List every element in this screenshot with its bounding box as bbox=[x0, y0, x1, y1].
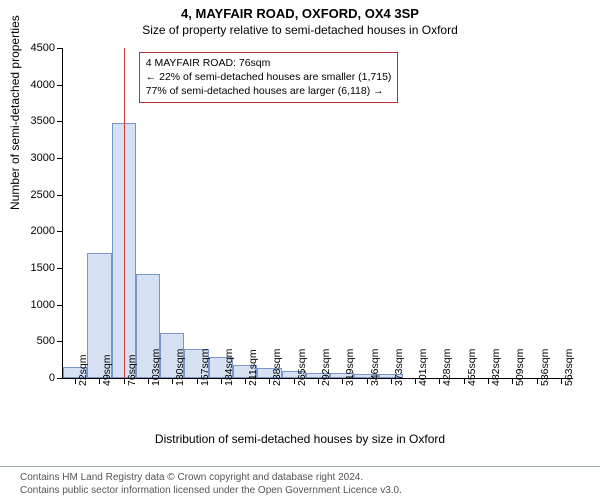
y-tick-label: 4000 bbox=[31, 79, 63, 91]
footer-attribution: Contains HM Land Registry data © Crown c… bbox=[0, 466, 600, 500]
page-title: 4, MAYFAIR ROAD, OXFORD, OX4 3SP bbox=[0, 0, 600, 21]
x-tick-label: 536sqm bbox=[539, 349, 551, 386]
y-tick-label: 500 bbox=[37, 335, 63, 347]
footer-line-2: Contains public sector information licen… bbox=[20, 484, 592, 497]
x-tick-label: 211sqm bbox=[247, 349, 259, 386]
x-tick-label: 157sqm bbox=[199, 349, 211, 386]
x-tick bbox=[318, 378, 319, 384]
x-tick bbox=[294, 378, 295, 384]
x-axis-title: Distribution of semi-detached houses by … bbox=[0, 432, 600, 446]
x-tick bbox=[488, 378, 489, 384]
x-tick-label: 563sqm bbox=[563, 349, 575, 386]
x-tick-label: 130sqm bbox=[174, 349, 186, 386]
x-tick bbox=[537, 378, 538, 384]
y-tick-label: 1500 bbox=[31, 262, 63, 274]
y-tick-label: 2000 bbox=[31, 225, 63, 237]
x-tick bbox=[245, 378, 246, 384]
annotation-line-1: 4 MAYFAIR ROAD: 76sqm bbox=[146, 56, 392, 70]
annotation-line-2: ← 22% of semi-detached houses are smalle… bbox=[146, 70, 392, 84]
x-tick bbox=[75, 378, 76, 384]
x-tick-label: 184sqm bbox=[223, 349, 235, 386]
x-tick-label: 428sqm bbox=[441, 349, 453, 386]
x-tick-label: 482sqm bbox=[490, 349, 502, 386]
x-tick-label: 373sqm bbox=[393, 349, 405, 386]
x-tick bbox=[415, 378, 416, 384]
x-tick bbox=[124, 378, 125, 384]
footer-line-1: Contains HM Land Registry data © Crown c… bbox=[20, 471, 592, 484]
x-tick-label: 49sqm bbox=[101, 354, 113, 386]
x-tick bbox=[197, 378, 198, 384]
x-tick bbox=[221, 378, 222, 384]
x-tick-label: 509sqm bbox=[514, 349, 526, 386]
x-tick-label: 319sqm bbox=[344, 349, 356, 386]
x-tick bbox=[464, 378, 465, 384]
x-tick bbox=[367, 378, 368, 384]
x-tick bbox=[561, 378, 562, 384]
x-tick bbox=[391, 378, 392, 384]
x-tick-label: 346sqm bbox=[369, 349, 381, 386]
x-tick-label: 22sqm bbox=[77, 354, 89, 386]
property-marker-line bbox=[124, 48, 125, 378]
x-tick-label: 238sqm bbox=[271, 349, 283, 386]
y-tick-label: 0 bbox=[49, 372, 63, 384]
plot-region: 05001000150020002500300035004000450022sq… bbox=[62, 48, 573, 379]
y-tick-label: 4500 bbox=[31, 42, 63, 54]
page-subtitle: Size of property relative to semi-detach… bbox=[0, 21, 600, 41]
x-tick-label: 292sqm bbox=[320, 349, 332, 386]
x-tick-label: 265sqm bbox=[296, 349, 308, 386]
histogram-chart: 05001000150020002500300035004000450022sq… bbox=[62, 48, 572, 378]
y-tick-label: 3500 bbox=[31, 115, 63, 127]
y-tick-label: 2500 bbox=[31, 189, 63, 201]
x-tick bbox=[148, 378, 149, 384]
y-tick-label: 3000 bbox=[31, 152, 63, 164]
annotation-box: 4 MAYFAIR ROAD: 76sqm← 22% of semi-detac… bbox=[139, 52, 399, 103]
x-tick-label: 103sqm bbox=[150, 349, 162, 386]
y-tick-label: 1000 bbox=[31, 299, 63, 311]
x-tick-label: 76sqm bbox=[126, 354, 138, 386]
y-axis-title: Number of semi-detached properties bbox=[8, 15, 22, 210]
x-tick-label: 401sqm bbox=[417, 349, 429, 386]
x-tick-label: 455sqm bbox=[466, 349, 478, 386]
annotation-line-3: 77% of semi-detached houses are larger (… bbox=[146, 84, 392, 98]
